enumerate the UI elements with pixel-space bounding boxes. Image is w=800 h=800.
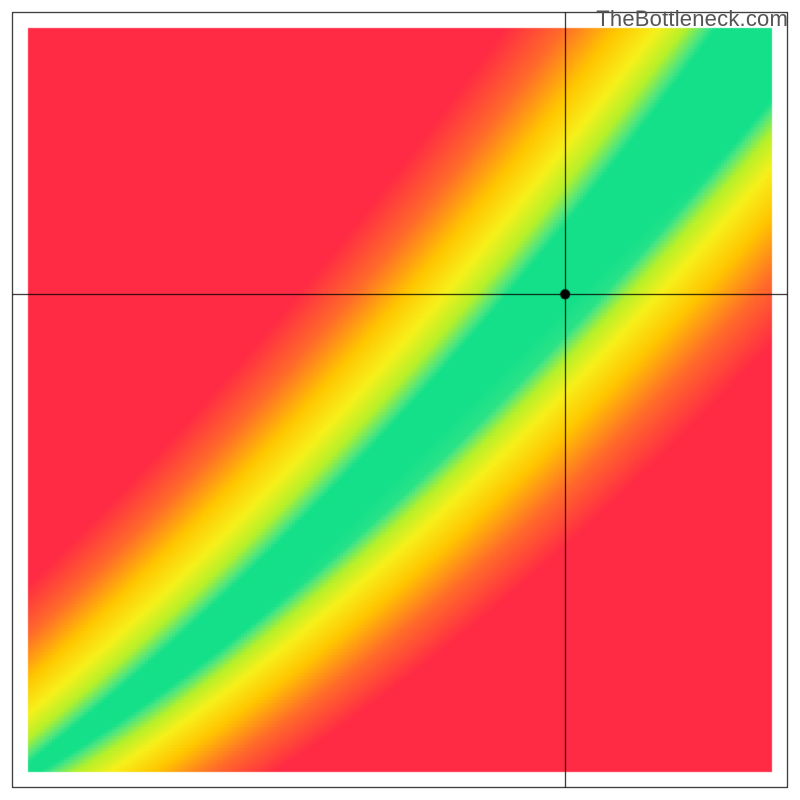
chart-container: TheBottleneck.com — [0, 0, 800, 800]
watermark-text: TheBottleneck.com — [596, 6, 788, 32]
heatmap-canvas — [0, 0, 800, 800]
